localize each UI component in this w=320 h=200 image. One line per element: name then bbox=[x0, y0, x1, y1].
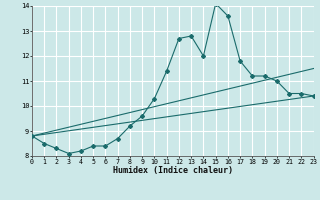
X-axis label: Humidex (Indice chaleur): Humidex (Indice chaleur) bbox=[113, 166, 233, 175]
